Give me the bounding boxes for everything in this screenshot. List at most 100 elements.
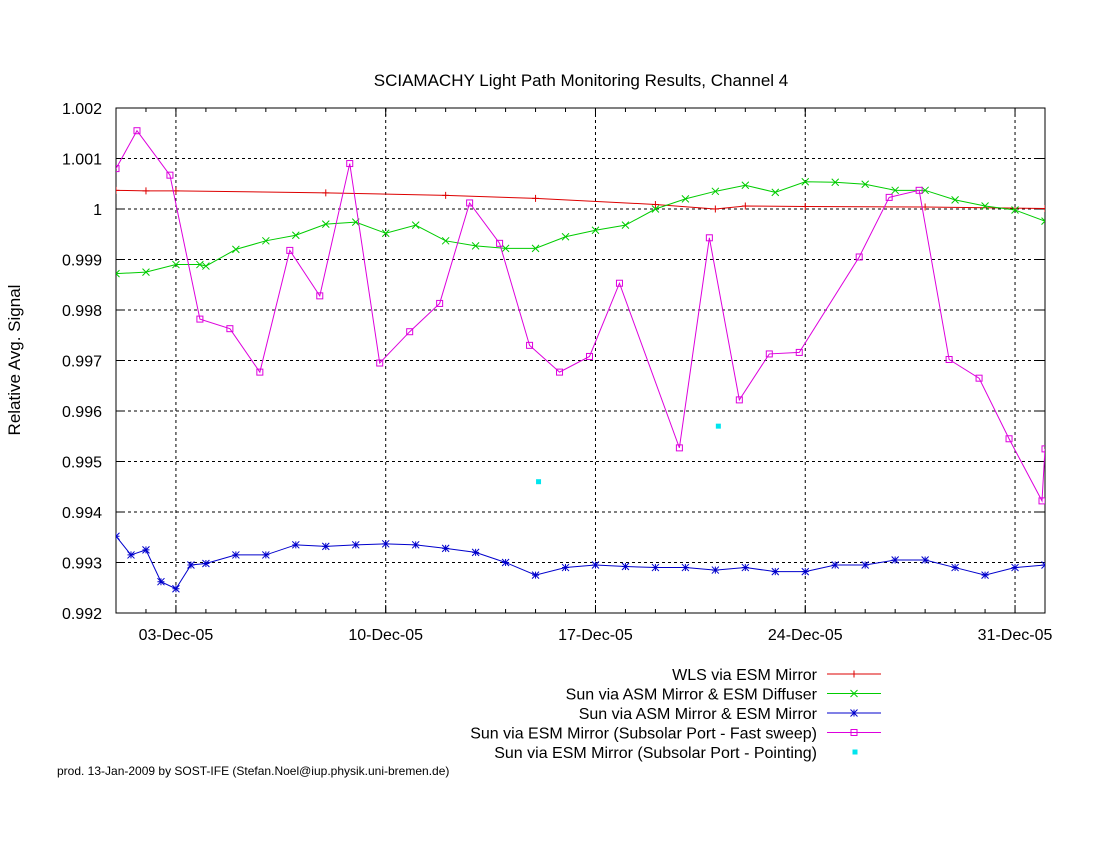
data-point [411, 540, 420, 549]
data-point [376, 359, 384, 367]
data-point [346, 160, 354, 168]
data-point [501, 244, 510, 253]
data-point [801, 567, 810, 576]
y-tick-label: 0.994 [62, 505, 102, 522]
data-point [172, 584, 180, 593]
x-tick-label: 03-Dec-05 [139, 627, 214, 644]
data-point [127, 551, 135, 559]
y-tick-label: 0.999 [62, 253, 102, 270]
data-point [196, 260, 204, 269]
data-point [981, 202, 989, 210]
data-point [711, 566, 720, 574]
legend-marker [850, 709, 858, 717]
data-point [855, 253, 863, 261]
legend-marker [852, 749, 858, 755]
production-note: prod. 13-Jan-2009 by SOST-IFE (Stefan.No… [57, 764, 450, 778]
data-point [675, 444, 683, 452]
data-point [116, 165, 120, 173]
data-point [861, 180, 870, 189]
data-point [1038, 497, 1045, 505]
chart-title: SCIAMACHY Light Path Monitoring Results,… [374, 71, 789, 90]
legend-marker [850, 670, 858, 678]
data-point [801, 202, 809, 210]
y-tick-label: 1.002 [62, 101, 102, 118]
x-tick-label: 17-Dec-05 [558, 627, 633, 644]
data-point [232, 551, 240, 559]
data-point [621, 221, 630, 230]
data-point [891, 556, 900, 564]
data-point [1041, 217, 1045, 225]
data-point [651, 563, 660, 572]
y-tick-label: 0.998 [62, 303, 102, 320]
data-point [496, 239, 504, 247]
data-point [232, 245, 240, 254]
data-point [715, 423, 721, 429]
y-tick-label: 1 [93, 202, 102, 219]
data-point [651, 205, 660, 213]
data-point [261, 236, 270, 245]
data-point [526, 341, 534, 349]
data-point [771, 188, 780, 197]
data-point [531, 244, 540, 253]
data-point [536, 479, 542, 485]
plot-frame [115, 107, 1046, 614]
data-point [142, 268, 150, 276]
x-tick-label: 31-Dec-05 [978, 627, 1053, 644]
series-line [116, 189, 1045, 210]
data-point [116, 269, 120, 278]
data-point [831, 178, 840, 187]
data-point [172, 260, 180, 269]
y-axis-label: Relative Avg. Signal [5, 285, 24, 436]
data-point [202, 262, 210, 270]
grid [116, 108, 1045, 613]
data-point [885, 193, 893, 201]
data-point [585, 352, 593, 360]
data-point [256, 368, 264, 376]
data-point [531, 571, 540, 579]
legend: WLS via ESM Mirror Sun via ASM Mirror & E… [470, 667, 881, 762]
data-point [831, 561, 840, 569]
legend-label: WLS via ESM Mirror [672, 667, 818, 684]
data-point [406, 328, 414, 336]
data-point [1041, 445, 1045, 453]
data-point [466, 199, 474, 207]
data-point [681, 563, 690, 572]
data-point [681, 195, 690, 203]
legend-label: Sun via ASM Mirror & ESM Mirror [579, 706, 818, 723]
data-point [116, 532, 120, 541]
data-point [381, 539, 390, 548]
data-point [142, 187, 150, 195]
data-point [891, 186, 900, 195]
data-point [921, 203, 929, 211]
x-tick-label: 24-Dec-05 [768, 627, 843, 644]
data-point [651, 200, 659, 208]
legend-marker [850, 729, 858, 736]
data-point [142, 546, 150, 554]
data-point [351, 540, 360, 549]
data-point [951, 563, 959, 572]
data-point [1041, 204, 1045, 212]
data-point [166, 171, 174, 179]
y-tick-label: 0.993 [62, 556, 102, 573]
data-point [861, 561, 870, 569]
legend-label: Sun via ESM Mirror (Subsolar Port - Poin… [494, 745, 817, 762]
legend-marker [850, 689, 858, 698]
data-point [615, 279, 623, 287]
series-4 [116, 127, 1045, 505]
data-point [921, 186, 929, 195]
data-point [915, 186, 923, 194]
data-point [981, 571, 989, 579]
data-point [261, 551, 270, 559]
series-line [116, 129, 1045, 503]
data-point [441, 236, 450, 245]
series-1 [116, 186, 1045, 213]
data-point [202, 559, 210, 568]
data-point [795, 348, 803, 356]
series-5 [536, 423, 721, 485]
y-tick-label: 0.996 [62, 404, 102, 421]
data-point [621, 562, 630, 571]
data-point [291, 540, 300, 549]
data-point [556, 368, 564, 376]
y-tick-label: 0.997 [62, 354, 102, 371]
